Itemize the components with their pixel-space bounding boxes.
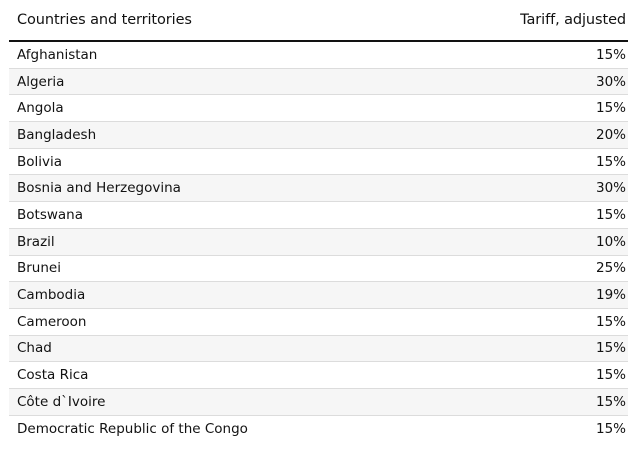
country-cell: Chad — [17, 340, 52, 357]
column-header-tariff: Tariff, adjusted — [520, 12, 626, 28]
country-cell: Bolivia — [17, 153, 63, 170]
table-row: Brunei 25% — [9, 256, 628, 283]
tariff-cell: 10% — [595, 233, 626, 250]
country-cell: Botswana — [17, 206, 83, 223]
tariff-cell: 15% — [595, 393, 626, 410]
country-cell: Bangladesh — [17, 126, 97, 143]
tariff-cell: 15% — [595, 100, 626, 117]
tariff-cell: 15% — [595, 367, 626, 384]
table-row: Bosnia and Herzegovina 30% — [9, 175, 628, 203]
country-cell: Brunei — [17, 260, 61, 277]
tariff-cell: 30% — [595, 180, 626, 197]
country-cell: Cameroon — [17, 313, 87, 330]
country-cell: Angola — [17, 100, 64, 117]
table-row: Afghanistan 15% — [9, 42, 628, 69]
table-row: Angola 15% — [9, 95, 628, 123]
country-cell: Cambodia — [17, 287, 86, 304]
tariff-cell: 25% — [595, 260, 626, 277]
country-cell: Algeria — [17, 73, 65, 90]
country-cell: Côte d`Ivoire — [17, 393, 106, 410]
tariff-cell: 15% — [595, 420, 626, 437]
country-cell: Afghanistan — [17, 46, 98, 63]
tariff-table: Countries and territories Tariff, adjust… — [9, 0, 628, 442]
column-header-country: Countries and territories — [17, 12, 192, 28]
country-cell: Democratic Republic of the Congo — [17, 420, 248, 437]
table-row: Democratic Republic of the Congo 15% — [9, 416, 628, 443]
country-cell: Brazil — [17, 233, 55, 250]
tariff-cell: 20% — [595, 126, 626, 143]
tariff-cell: 15% — [595, 313, 626, 330]
table-row: Bangladesh 20% — [9, 122, 628, 149]
table-row: Côte d`Ivoire 15% — [9, 388, 628, 416]
table-row: Botswana 15% — [9, 202, 628, 229]
table-row: Bolivia 15% — [9, 149, 628, 176]
tariff-cell: 15% — [595, 46, 626, 63]
table-row: Costa Rica 15% — [9, 362, 628, 389]
table-row: Algeria 30% — [9, 68, 628, 96]
tariff-cell: 15% — [595, 206, 626, 223]
table-body: Afghanistan 15% Algeria 30% Angola 15% Banglad… — [9, 42, 628, 442]
country-cell: Costa Rica — [17, 367, 89, 384]
tariff-cell: 15% — [595, 340, 626, 357]
table-row: Cameroon 15% — [9, 309, 628, 336]
table-row: Cambodia 19% — [9, 282, 628, 309]
table-row: Chad 15% — [9, 335, 628, 363]
tariff-cell: 15% — [595, 153, 626, 170]
country-cell: Bosnia and Herzegovina — [17, 180, 181, 197]
table-row: Brazil 10% — [9, 228, 628, 256]
tariff-cell: 30% — [595, 73, 626, 90]
table-header: Countries and territories Tariff, adjust… — [9, 0, 628, 42]
tariff-cell: 19% — [595, 287, 626, 304]
